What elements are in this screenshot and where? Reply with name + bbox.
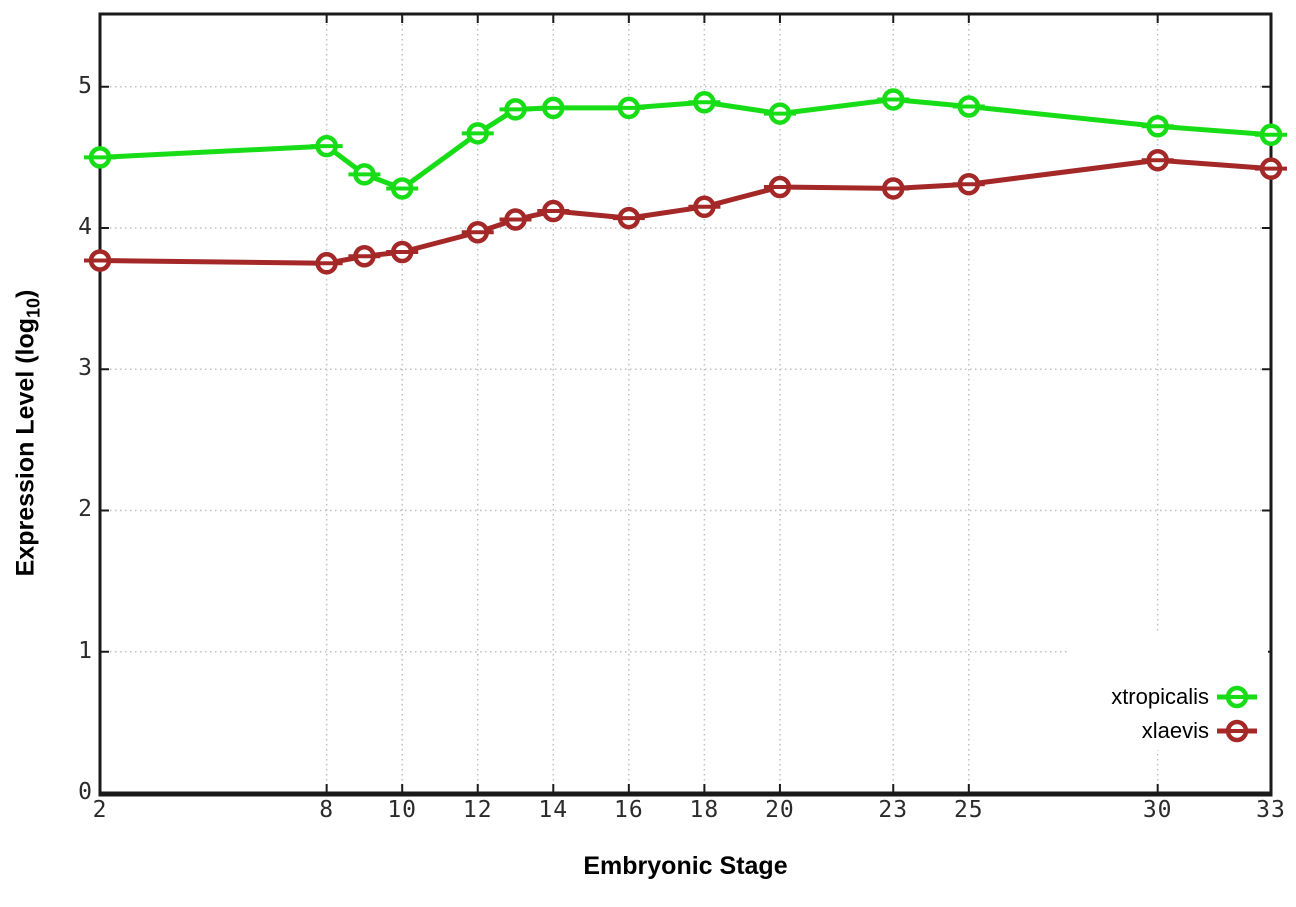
y-tick-label: 5 [78, 72, 92, 99]
x-tick-label: 23 [878, 797, 909, 823]
x-tick-label: 20 [765, 797, 795, 823]
y-tick-label: 1 [78, 637, 92, 664]
x-tick-label: 2 [92, 797, 108, 823]
x-tick-label: 30 [1142, 797, 1173, 823]
y-tick-label: 3 [78, 355, 92, 382]
y-axis-title-subscript: 10 [23, 297, 44, 318]
x-tick-label: 25 [953, 797, 984, 823]
x-tick-label: 33 [1256, 797, 1286, 823]
legend-marker-xlaevis-icon [1217, 719, 1257, 743]
y-axis-title-suffix: ) [11, 289, 40, 298]
x-tick-label: 16 [613, 797, 644, 823]
x-tick-label: 12 [462, 797, 493, 823]
legend-item-xlaevis: xlaevis [1142, 714, 1258, 748]
y-tick-label: 4 [78, 213, 92, 240]
x-axis-title: Embryonic Stage [583, 852, 788, 880]
legend-marker-xtropicalis-icon [1217, 685, 1257, 709]
y-tick-label: 2 [78, 496, 92, 523]
y-tick-label: 0 [78, 779, 92, 805]
y-axis-title: Expression Level (log10) [12, 290, 45, 577]
x-tick-label: 8 [319, 797, 335, 823]
x-tick-label: 10 [387, 797, 418, 823]
legend-label-xlaevis: xlaevis [1141, 718, 1209, 743]
legend: xtropicalis xlaevis [1070, 632, 1268, 750]
x-tick-label: 18 [689, 797, 720, 823]
legend-item-xtropicalis: xtropicalis [1111, 680, 1258, 714]
x-tick-label: 14 [538, 797, 569, 823]
legend-label-xtropicalis: xtropicalis [1111, 684, 1209, 709]
